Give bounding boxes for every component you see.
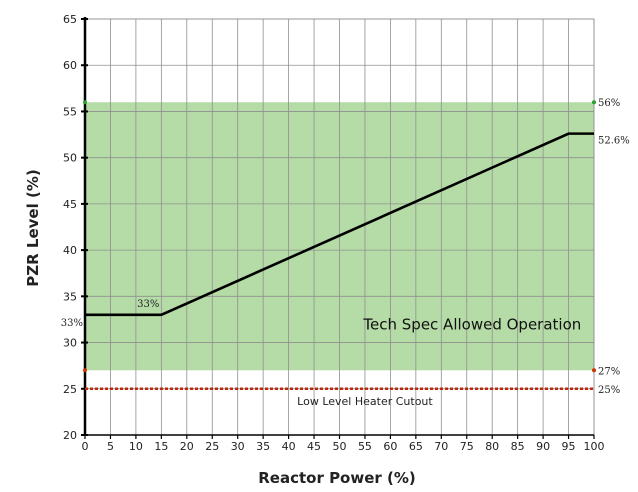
x-tick-label: 75 xyxy=(460,440,474,453)
x-tick-label: 70 xyxy=(434,440,448,453)
x-tick-label: 35 xyxy=(256,440,270,453)
x-tick-label: 30 xyxy=(231,440,245,453)
annotation-label: 56% xyxy=(598,98,620,109)
x-axis-title: Reactor Power (%) xyxy=(258,469,416,487)
annotation-label: 33% xyxy=(137,299,159,310)
y-tick-label: 45 xyxy=(63,198,77,211)
y-tick-label: 55 xyxy=(63,105,77,118)
x-tick-label: 0 xyxy=(82,440,89,453)
y-tick-label: 60 xyxy=(63,59,77,72)
x-tick-label: 90 xyxy=(536,440,550,453)
annotation-label: 25% xyxy=(598,385,620,396)
pzr-level-program-line xyxy=(85,132,594,317)
y-tick-label: 65 xyxy=(63,13,77,26)
x-tick-label: 45 xyxy=(307,440,321,453)
annotation-label: 52.6% xyxy=(598,136,630,147)
x-tick-label: 15 xyxy=(154,440,168,453)
x-tick-label: 25 xyxy=(205,440,219,453)
y-tick-label: 50 xyxy=(63,152,77,165)
x-tick-label: 60 xyxy=(383,440,397,453)
edge-marker xyxy=(592,368,596,373)
y-tick-label: 35 xyxy=(63,290,77,303)
y-tick-label: 30 xyxy=(63,337,77,350)
x-tick-label: 95 xyxy=(562,440,576,453)
annotation-label: 33% xyxy=(61,318,83,329)
edge-marker xyxy=(592,100,596,105)
heater-cutout-label: Low Level Heater Cutout xyxy=(297,395,433,408)
y-axis-title: PZR Level (%) xyxy=(24,169,42,286)
x-tick-label: 80 xyxy=(485,440,499,453)
annotation-label: 27% xyxy=(598,366,620,377)
y-tick-label: 40 xyxy=(63,244,77,257)
x-tick-label: 10 xyxy=(129,440,143,453)
edge-marker xyxy=(83,368,87,373)
y-tick-label: 25 xyxy=(63,383,77,396)
x-tick-label: 5 xyxy=(107,440,114,453)
x-tick-label: 40 xyxy=(282,440,296,453)
x-tick-label: 65 xyxy=(409,440,423,453)
x-tick-label: 20 xyxy=(180,440,194,453)
edge-marker xyxy=(83,100,87,105)
x-tick-label: 55 xyxy=(358,440,372,453)
x-tick-label: 100 xyxy=(584,440,605,453)
x-tick-label: 50 xyxy=(333,440,347,453)
y-tick-label: 20 xyxy=(63,429,77,442)
band-label: Tech Spec Allowed Operation xyxy=(362,316,581,334)
x-tick-label: 85 xyxy=(511,440,525,453)
